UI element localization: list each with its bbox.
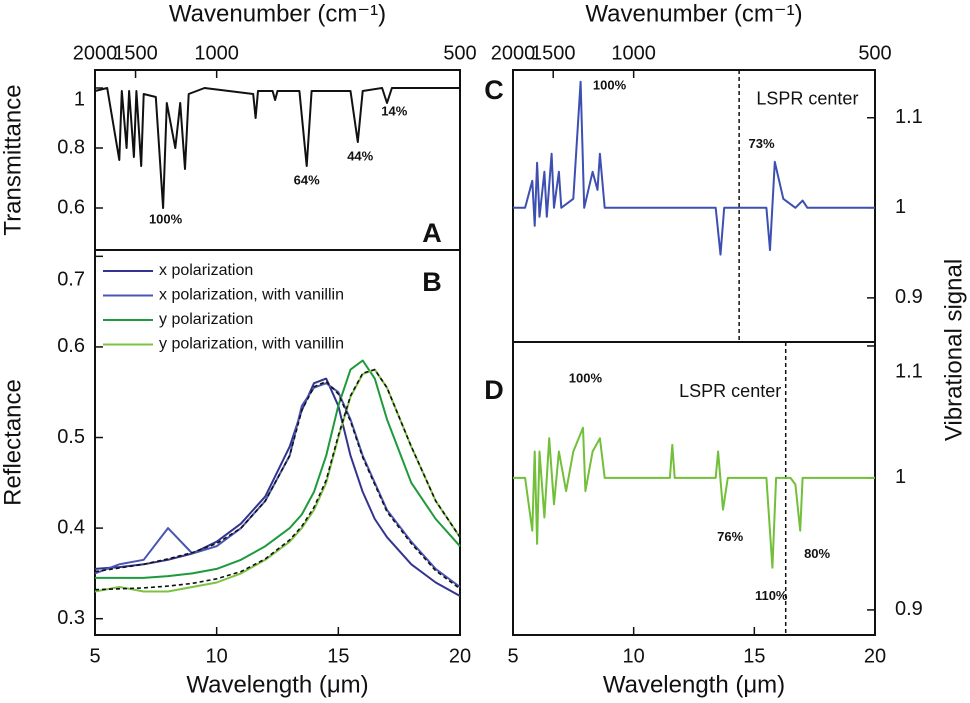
panel-label: B — [422, 267, 442, 297]
series-line — [513, 80, 875, 256]
y-tick-label: 1.1 — [895, 106, 923, 128]
x2-tick-label: 1500 — [113, 42, 158, 64]
annotation: 110% — [755, 588, 788, 603]
series-line — [95, 359, 461, 579]
x2-tick-label: 500 — [858, 42, 891, 64]
x-axis-label: Wavelength (μm) — [186, 671, 368, 698]
y-tick-label: 1 — [895, 196, 906, 218]
x-tick-label: 10 — [623, 645, 645, 667]
x-tick-label: 15 — [327, 645, 349, 667]
legend-label: x polarization, with vanillin — [159, 287, 344, 304]
y-axis-label: Transmittance — [0, 84, 26, 235]
x-axis-label: Wavelength (μm) — [603, 671, 785, 698]
plot-frame — [512, 341, 876, 636]
y-tick-label: 0.8 — [57, 136, 85, 158]
annotation: 44% — [347, 148, 373, 163]
annotation: 14% — [381, 103, 407, 118]
x-tick-label: 20 — [449, 645, 471, 667]
panel-label: A — [422, 218, 442, 248]
series-line — [94, 368, 461, 591]
x-tick-label: 5 — [507, 645, 518, 667]
annotation: 100% — [593, 78, 627, 93]
y-tick-label: 0.7 — [57, 268, 85, 290]
series-line — [94, 377, 461, 597]
annotation: 73% — [749, 136, 775, 151]
x2-tick-label: 2000 — [491, 42, 536, 64]
y-tick-label: 0.6 — [57, 196, 85, 218]
y-tick-label: 0.9 — [895, 286, 923, 308]
y-tick-label: 0.3 — [57, 607, 85, 629]
panel-label: D — [484, 375, 504, 405]
plot-frame — [94, 249, 461, 636]
annotation: 76% — [717, 529, 743, 544]
x2-tick-label: 1000 — [194, 42, 239, 64]
x-tick-label: 20 — [864, 645, 886, 667]
annotation: LSPR center — [756, 88, 858, 108]
annotation: 64% — [294, 172, 320, 187]
plot-frame — [512, 69, 876, 343]
y-tick-label: 1 — [74, 88, 85, 110]
legend-label: x polarization — [159, 262, 253, 279]
annotation: 80% — [804, 546, 830, 561]
series-line — [513, 426, 875, 569]
x2-axis-label: Wavenumber (cm⁻¹) — [585, 0, 802, 27]
x2-tick-label: 2000 — [73, 42, 118, 64]
series-line — [94, 380, 461, 590]
y-axis-label: Reflectance — [0, 379, 26, 506]
y-tick-label: 0.6 — [57, 335, 85, 357]
y-tick-label: 1.1 — [895, 360, 923, 382]
x-tick-label: 5 — [89, 645, 100, 667]
x2-tick-label: 1500 — [531, 42, 576, 64]
annotation: LSPR center — [679, 381, 781, 401]
x-tick-label: 15 — [743, 645, 765, 667]
panel-label: C — [484, 75, 504, 105]
y-tick-label: 0.5 — [57, 426, 85, 448]
y-tick-label: 0.4 — [57, 516, 85, 538]
y-tick-label: 1 — [895, 466, 906, 488]
y-tick-label: 0.9 — [895, 598, 923, 620]
x2-tick-label: 500 — [443, 42, 476, 64]
annotation: 100% — [569, 370, 603, 385]
legend-label: y polarization — [159, 311, 253, 328]
legend-label: y polarization, with vanillin — [159, 336, 344, 353]
x2-tick-label: 1000 — [611, 42, 656, 64]
x2-axis-label: Wavenumber (cm⁻¹) — [169, 0, 386, 27]
series-line — [94, 87, 460, 209]
x-tick-label: 10 — [206, 645, 228, 667]
annotation: 100% — [149, 211, 183, 226]
y-axis-label: Vibrational signal — [940, 259, 967, 441]
series-line — [94, 382, 461, 588]
